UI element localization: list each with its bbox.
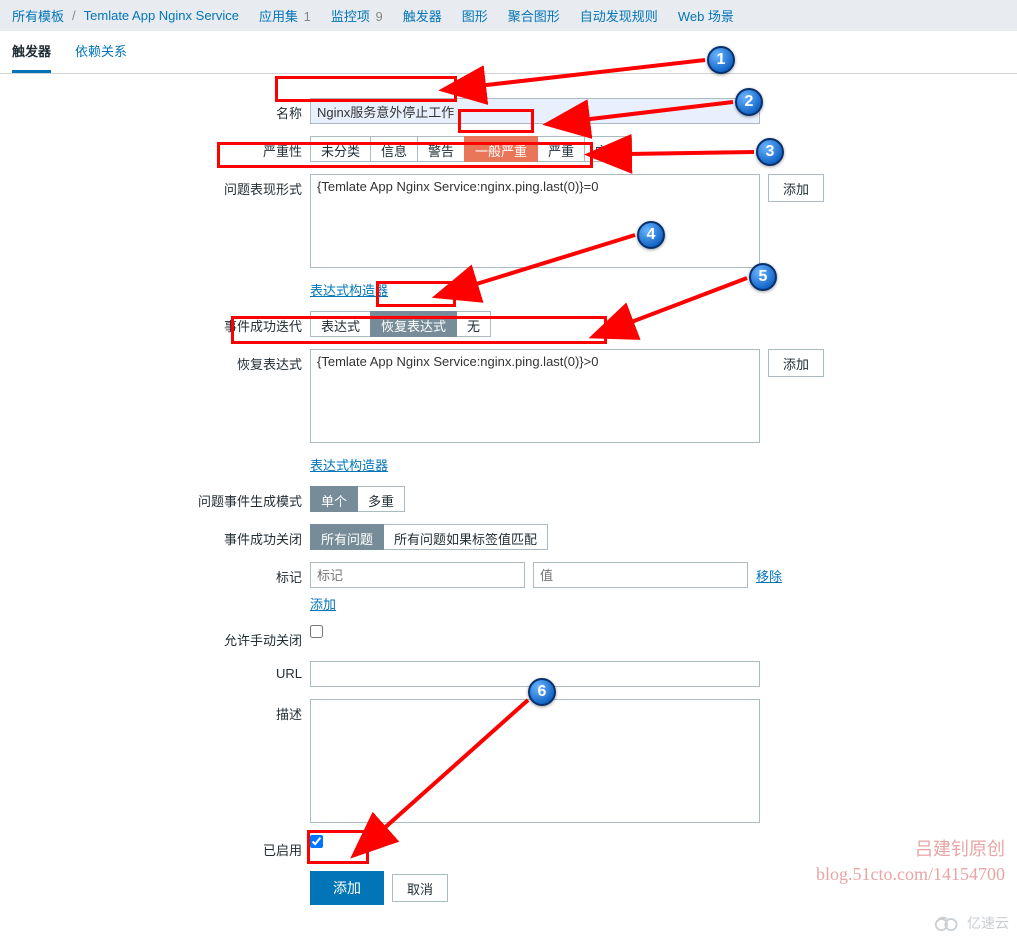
allow-manual-checkbox[interactable] [310, 625, 323, 638]
ok-close-label: 事件成功关闭 [0, 524, 310, 548]
desc-textarea[interactable] [310, 699, 760, 823]
tab-dependencies[interactable]: 依赖关系 [75, 31, 127, 73]
tag-value-input[interactable] [533, 562, 748, 588]
severity-label: 严重性 [0, 136, 310, 160]
annotation-circle: 5 [749, 263, 777, 291]
nav-item-screens[interactable]: 聚合图形 [508, 6, 560, 25]
annotation-circle: 3 [756, 138, 784, 166]
severity-high[interactable]: 严重 [537, 136, 585, 162]
ok-event-recovery[interactable]: 恢复表达式 [370, 311, 457, 337]
ok-event-group: 表达式 恢复表达式 无 [310, 311, 491, 337]
problem-mode-single[interactable]: 单个 [310, 486, 358, 512]
tag-remove-link[interactable]: 移除 [756, 566, 782, 585]
nav-item-triggers[interactable]: 触发器 [403, 6, 442, 25]
nav-all-templates[interactable]: 所有模板 [12, 6, 64, 25]
ok-close-all[interactable]: 所有问题 [310, 524, 384, 550]
recovery-expr-label: 恢复表达式 [0, 349, 310, 373]
severity-group: 未分类 信息 警告 一般严重 严重 灾难 [310, 136, 632, 162]
problem-expr-textarea[interactable]: {Temlate App Nginx Service:nginx.ping.la… [310, 174, 760, 268]
annotation-circle: 1 [707, 46, 735, 74]
tabs: 触发器 依赖关系 [0, 31, 1017, 74]
url-label: URL [0, 661, 310, 681]
ok-event-none[interactable]: 无 [456, 311, 491, 337]
annotation-circle: 4 [637, 221, 665, 249]
problem-expr-add-button[interactable]: 添加 [768, 174, 824, 202]
name-input[interactable] [310, 98, 760, 124]
ok-event-expression[interactable]: 表达式 [310, 311, 371, 337]
cancel-button[interactable]: 取消 [392, 874, 448, 902]
problem-mode-multiple[interactable]: 多重 [357, 486, 405, 512]
recovery-expr-textarea[interactable]: {Temlate App Nginx Service:nginx.ping.la… [310, 349, 760, 443]
logo-watermark: 亿速云 [931, 913, 1009, 933]
nav-item-web[interactable]: Web 场景 [678, 6, 734, 25]
nav-item-monitors[interactable]: 监控项 9 [331, 6, 383, 25]
tag-add-link[interactable]: 添加 [310, 597, 336, 612]
header-nav: 所有模板 / Temlate App Nginx Service 应用集 1 监… [0, 0, 1017, 31]
nav-item-graphs[interactable]: 图形 [462, 6, 488, 25]
severity-average[interactable]: 一般严重 [464, 136, 538, 162]
submit-button[interactable]: 添加 [310, 871, 384, 905]
ok-close-group: 所有问题 所有问题如果标签值匹配 [310, 524, 548, 550]
breadcrumb-sep: / [72, 8, 76, 23]
severity-info[interactable]: 信息 [370, 136, 418, 162]
desc-label: 描述 [0, 699, 310, 723]
severity-warning[interactable]: 警告 [417, 136, 465, 162]
name-label: 名称 [0, 98, 310, 122]
watermark-text: 吕建钊原创 blog.51cto.com/14154700 [816, 837, 1005, 887]
tag-name-input[interactable] [310, 562, 525, 588]
enabled-checkbox[interactable] [310, 835, 323, 848]
problem-expr-label: 问题表现形式 [0, 174, 310, 198]
ok-close-tagmatch[interactable]: 所有问题如果标签值匹配 [383, 524, 548, 550]
nav-item-appset[interactable]: 应用集 1 [259, 6, 311, 25]
form: 名称 严重性 未分类 信息 警告 一般严重 严重 灾难 问题表现形式 {Teml… [0, 74, 1017, 941]
nav-item-discovery[interactable]: 自动发现规则 [580, 6, 658, 25]
expr-builder-link-1[interactable]: 表达式构造器 [310, 280, 388, 299]
severity-disaster[interactable]: 灾难 [584, 136, 632, 162]
expr-builder-link-2[interactable]: 表达式构造器 [310, 455, 388, 474]
ok-event-label: 事件成功迭代 [0, 311, 310, 335]
severity-unclassified[interactable]: 未分类 [310, 136, 371, 162]
tags-label: 标记 [0, 562, 310, 586]
problem-mode-label: 问题事件生成模式 [0, 486, 310, 510]
problem-mode-group: 单个 多重 [310, 486, 405, 512]
allow-manual-label: 允许手动关闭 [0, 625, 310, 649]
annotation-circle: 6 [528, 678, 556, 706]
tab-trigger[interactable]: 触发器 [12, 31, 51, 73]
nav-template-name[interactable]: Temlate App Nginx Service [84, 8, 239, 23]
recovery-expr-add-button[interactable]: 添加 [768, 349, 824, 377]
annotation-circle: 2 [735, 88, 763, 116]
enabled-label: 已启用 [0, 835, 310, 859]
